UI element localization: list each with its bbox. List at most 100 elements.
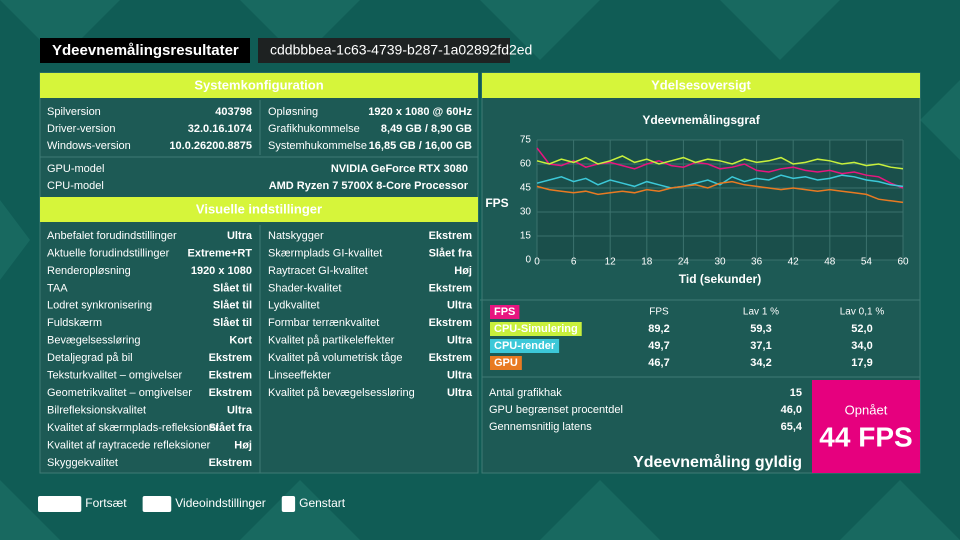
stat-value: 49,7	[648, 340, 669, 352]
action-label[interactable]: Genstart	[299, 496, 346, 510]
x-tick-label: 30	[714, 257, 726, 268]
setting-value: Ultra	[227, 230, 253, 242]
key-box	[281, 496, 296, 512]
setting-label: Kvalitet på bevægelsessløring	[268, 387, 415, 399]
legend-swatch	[490, 339, 560, 353]
id-box	[258, 38, 510, 63]
system-title-bar	[40, 73, 478, 98]
setting-label: GPU-model	[47, 163, 104, 175]
legend-label: CPU-Simulering	[494, 323, 578, 335]
stat-value: 17,9	[851, 357, 872, 369]
stat-value: 34,0	[851, 340, 872, 352]
setting-label: Windows-version	[47, 140, 131, 152]
action-label[interactable]: Videoindstillinger	[175, 496, 266, 510]
visual-title: Visuelle indstillinger	[196, 201, 322, 216]
setting-value: Ultra	[447, 387, 473, 399]
series-line	[536, 174, 904, 189]
summary-value: 65,4	[781, 421, 803, 433]
key-label[interactable]: ESC	[146, 498, 169, 510]
setting-label: Anbefalet forudindstillinger	[47, 230, 177, 242]
setting-label: Spilversion	[47, 106, 101, 118]
stat-value: 52,0	[851, 323, 872, 335]
benchmark-id: cddbbbea-1c63-4739-b287-1a02892fd2ed	[270, 42, 532, 58]
legend-swatch	[490, 322, 582, 336]
x-tick-label: 0	[534, 257, 540, 268]
setting-label: Teksturkvalitet – omgivelser	[47, 370, 182, 382]
series-line	[536, 155, 904, 170]
setting-value: Slået til	[213, 282, 252, 294]
y-tick-label: 45	[520, 183, 532, 194]
x-tick-label: 6	[571, 257, 577, 268]
key-label[interactable]: Y	[285, 498, 293, 510]
x-tick-label: 42	[788, 257, 800, 268]
setting-value: 32.0.16.1074	[188, 123, 253, 135]
setting-label: Bevægelsessløring	[47, 335, 141, 347]
y-tick-label: 30	[520, 207, 532, 218]
setting-value: Ekstrem	[209, 457, 253, 469]
setting-label: Grafikhukommelse	[268, 123, 360, 135]
achieved-value: 44 FPS	[819, 421, 912, 452]
setting-value: Høj	[454, 265, 472, 277]
setting-value: 1920 x 1080	[191, 265, 252, 277]
summary-value: 15	[790, 387, 802, 399]
setting-value: 403798	[215, 106, 252, 118]
y-axis-label: FPS	[485, 196, 508, 210]
setting-value: Slået til	[213, 317, 252, 329]
x-tick-label: 18	[641, 257, 653, 268]
setting-label: Bilrefleksionskvalitet	[47, 404, 146, 416]
series-line	[536, 180, 904, 204]
visual-title-bar	[40, 197, 478, 222]
legend-label: CPU-render	[494, 340, 556, 352]
x-tick-label: 12	[605, 257, 617, 268]
setting-value: Ekstrem	[209, 370, 253, 382]
setting-value: Ultra	[447, 370, 473, 382]
setting-value: 10.0.26200.8875	[169, 140, 252, 152]
status: Ydeevnemåling gyldig	[633, 453, 802, 471]
summary-label: Gennemsnitlig latens	[489, 421, 592, 433]
setting-label: Raytracet GI-kvalitet	[268, 265, 368, 277]
setting-label: Skærmplads GI-kvalitet	[268, 247, 382, 259]
setting-value: Høj	[234, 439, 252, 451]
setting-value: Ekstrem	[429, 230, 473, 242]
setting-label: Kvalitet af raytracede refleksioner	[47, 439, 211, 451]
setting-value: 1920 x 1080 @ 60Hz	[368, 106, 472, 118]
stat-value: 37,1	[750, 340, 771, 352]
achieved-box	[812, 380, 920, 473]
stat-value: 34,2	[750, 357, 771, 369]
setting-label: Lodret synkronisering	[47, 300, 152, 312]
setting-value: Ekstrem	[429, 352, 473, 364]
legend-label: GPU	[494, 357, 518, 369]
setting-value: Slået til	[213, 300, 252, 312]
setting-label: Renderopløsning	[47, 265, 131, 277]
setting-label: Detaljegrad på bil	[47, 352, 133, 364]
page-title: Ydeevnemålingsresultater	[52, 42, 239, 59]
setting-value: Extreme+RT	[187, 247, 252, 259]
key-box	[38, 496, 82, 512]
setting-value: 8,49 GB / 8,90 GB	[381, 123, 472, 135]
title-box	[40, 38, 250, 63]
x-tick-label: 48	[824, 257, 836, 268]
stat-value: 59,3	[750, 323, 771, 335]
key-label[interactable]: ENTER	[41, 498, 78, 510]
setting-label: Formbar terrænkvalitet	[268, 317, 379, 329]
setting-label: Opløsning	[268, 106, 318, 118]
setting-label: CPU-model	[47, 180, 104, 192]
setting-value: Slået fra	[209, 422, 253, 434]
summary-label: Antal grafikhak	[489, 387, 562, 399]
overview-title: Ydelsesoversigt	[651, 77, 751, 92]
overview-title-bar	[482, 73, 920, 98]
setting-value: Ultra	[227, 404, 253, 416]
setting-label: TAA	[47, 282, 68, 294]
x-axis-label: Tid (sekunder)	[679, 272, 761, 286]
action-label[interactable]: Fortsæt	[85, 496, 127, 510]
y-tick-label: 75	[520, 135, 532, 146]
x-tick-label: 24	[678, 257, 690, 268]
key-box	[142, 496, 172, 512]
y-tick-label: 15	[520, 231, 532, 242]
column-header: Lav 1 %	[743, 307, 779, 318]
setting-label: Linseeffekter	[268, 370, 331, 382]
system-title: Systemkonfiguration	[194, 77, 323, 92]
setting-label: Geometrikvalitet – omgivelser	[47, 387, 192, 399]
